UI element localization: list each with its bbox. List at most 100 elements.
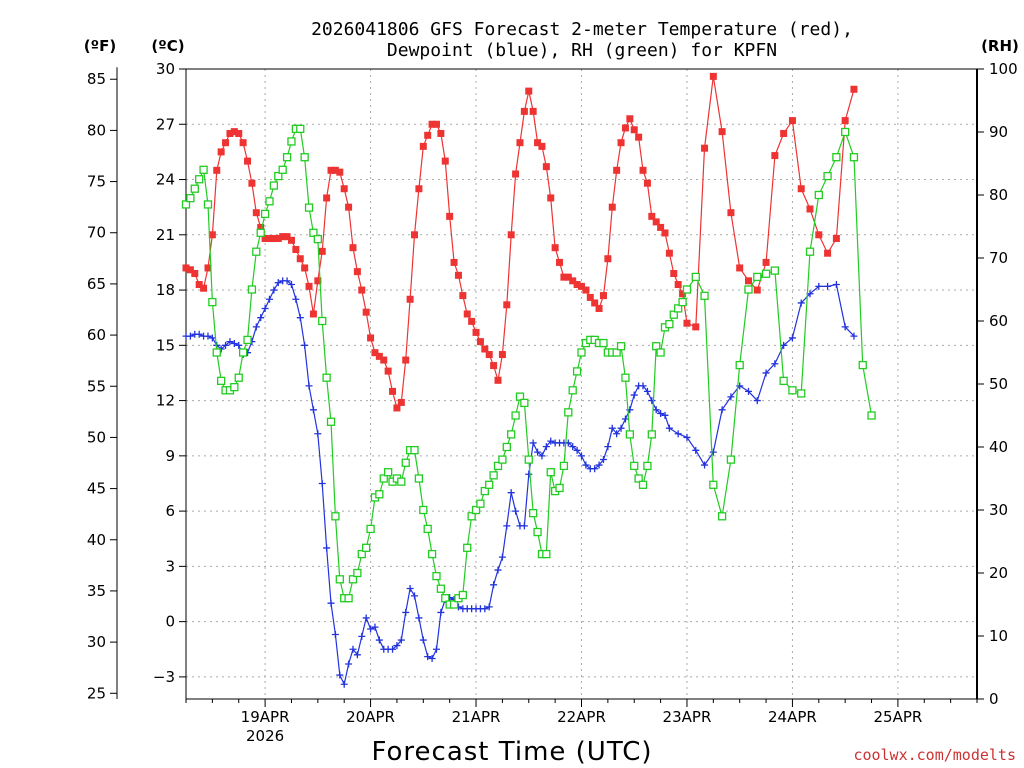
chart-title-line-1: 2026041806 GFS Forecast 2-meter Temperat… [311,19,853,40]
rh-point [397,477,406,486]
dewpoint-point [362,614,370,622]
rh-point [208,297,217,307]
dewpoint-point [595,461,603,469]
rh-point [621,373,630,382]
2-meter-temperature-point [239,139,247,147]
rh-point [788,386,797,395]
dewpoint-point [494,566,502,574]
rh-point [195,175,204,184]
2-meter-temperature-point [265,234,273,242]
rh-point [709,480,718,489]
2-meter-temperature-point [217,148,225,156]
rh-point [278,165,287,174]
2-meter-temperature-point [718,128,726,136]
rh-point [190,184,199,193]
rh-point [326,417,336,426]
fahrenheit-tick-label: 45 [87,480,106,498]
rh-point [366,524,375,534]
2-meter-temperature-point [639,166,647,174]
rh-point [841,127,850,137]
source-credit: coolwx.com/modelts [853,746,1016,764]
celsius-tick-label: 27 [156,115,175,133]
2-meter-temperature-point [850,85,858,93]
rh-point [436,584,446,593]
fahrenheit-tick-label: 35 [87,582,106,600]
2-meter-temperature-point [424,131,432,139]
rh-point [770,266,780,275]
celsius-tick-label: 18 [156,281,175,299]
2-meter-temperature-point [551,244,559,252]
dewpoint-point [186,332,194,340]
rh-point [634,474,643,483]
dewpoint-point [824,282,832,290]
2-meter-temperature-point [529,107,537,115]
2-meter-temperature-point [389,387,397,395]
rh-point [480,486,489,496]
2-meter-temperature-point [617,139,625,147]
2-meter-temperature-point [547,194,555,202]
rh-point [375,490,384,499]
2-meter-temperature-point [472,328,480,336]
celsius-tick-label: 24 [156,171,175,189]
2-meter-temperature-point [463,310,471,318]
2-meter-temperature-point [683,319,691,327]
dewpoint-point [490,581,498,589]
dewpoint-point [424,653,432,661]
dewpoint-point [305,382,313,390]
dewpoint-point [226,338,234,346]
rh-point [467,512,476,521]
rh-point [647,430,656,439]
dewpoint-point [657,409,665,417]
rh-point [357,549,366,559]
fahrenheit-unit-label: (ºF) [84,37,116,55]
2-meter-temperature-point [248,179,256,187]
2-meter-temperature-point [270,234,278,242]
2-meter-temperature-point [771,152,779,160]
2-meter-temperature-point [244,157,252,165]
2-meter-temperature-point [657,223,665,231]
rh-point [296,124,305,133]
2-meter-temperature-line [185,76,855,410]
2-meter-temperature-point [432,120,440,128]
rh-point [243,335,252,345]
2-meter-temperature-point [371,349,379,357]
2-meter-temperature-point [643,179,651,187]
rh-point [616,342,626,351]
rh-point [476,499,485,508]
dewpoint-point [270,286,278,294]
2-meter-temperature-point [468,317,476,325]
fahrenheit-tick-label: 80 [87,121,106,139]
dewpoint-point [788,334,796,342]
dewpoint-point [534,448,542,456]
dewpoint-point [415,614,423,622]
rh-point [344,594,353,603]
2-meter-temperature-point [446,212,454,220]
2-meter-temperature-point [191,269,199,277]
rh-point [555,483,564,493]
dewpoint-point [578,452,585,460]
dewpoint-point [287,281,295,289]
rh-point [383,468,393,477]
rh-point [304,203,314,212]
fahrenheit-tick-label: 25 [87,684,106,702]
dewpoint-point [358,632,366,640]
rh-point [515,392,525,401]
dewpoint-point [529,439,537,447]
2-meter-temperature-point [701,144,709,152]
rh-point [678,297,687,307]
celsius-tick-label: 12 [156,392,175,410]
rh-point [353,568,362,578]
rh-point [287,137,296,146]
2-meter-temperature-point [274,234,282,242]
rh-point [700,291,709,300]
rh-point [638,480,648,489]
2-meter-temperature-point [608,203,616,211]
rh-point [282,153,292,162]
2-meter-temperature-series [182,72,858,412]
dewpoint-point [283,277,291,285]
2-meter-temperature-point [340,185,348,193]
dewpoint-point [498,553,506,561]
2-meter-temperature-point [512,170,520,178]
2-meter-temperature-point [665,249,673,257]
2-meter-temperature-point [525,87,533,95]
